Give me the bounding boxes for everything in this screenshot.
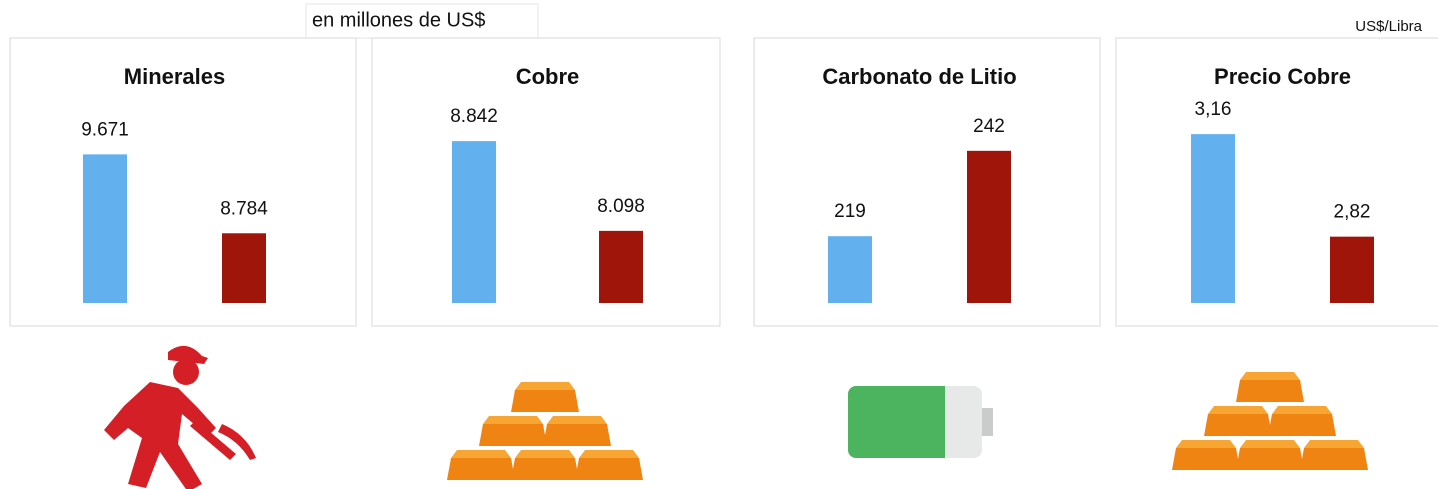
- gold-bar-face: [543, 424, 611, 446]
- value-label: 2,82: [1334, 202, 1371, 223]
- gold-bar-face: [1236, 380, 1304, 402]
- gold-bar-face: [1300, 448, 1368, 470]
- gold-bar-face: [511, 458, 579, 480]
- value-label: 242: [973, 116, 1005, 137]
- gold-bar-top: [1176, 440, 1236, 448]
- value-label: 3,16: [1195, 99, 1232, 120]
- chart-panel: [1115, 37, 1438, 327]
- gold-bar-top: [515, 382, 575, 390]
- value-label: 8.842: [450, 106, 498, 127]
- miner-icon: [104, 345, 256, 489]
- gold-bar-face: [1204, 414, 1272, 436]
- bar: [599, 230, 643, 303]
- gold-bar-top: [483, 416, 543, 424]
- chart-title: Carbonato de Litio: [822, 64, 1016, 89]
- chart-title: Precio Cobre: [1214, 64, 1351, 89]
- gold-bar-top: [1208, 406, 1268, 414]
- gold-bar-face: [447, 458, 515, 480]
- chart-title: Cobre: [516, 64, 580, 89]
- gold-bar-face: [1268, 414, 1336, 436]
- gold-bar-top: [1240, 440, 1300, 448]
- chart-title: Minerales: [124, 64, 226, 89]
- icons: [104, 345, 1368, 489]
- bar: [1191, 134, 1235, 303]
- gold-bar-face: [511, 390, 579, 412]
- unit-note: en millones de US$: [312, 9, 485, 31]
- chart-panel: [371, 37, 721, 327]
- bar: [83, 154, 127, 303]
- unit-note: US$/Libra: [1355, 18, 1422, 35]
- gold-bar-top: [1304, 440, 1364, 448]
- bar: [967, 150, 1011, 303]
- gold-bar-top: [1240, 372, 1300, 380]
- battery-icon: [848, 386, 993, 458]
- value-label: 219: [834, 201, 866, 222]
- gold-bar-top: [451, 450, 511, 458]
- bar: [222, 233, 266, 303]
- bar: [1330, 236, 1374, 303]
- gold-bar-face: [479, 424, 547, 446]
- bar: [828, 236, 872, 303]
- gold-bar-face: [575, 458, 643, 480]
- value-label: 8.098: [597, 196, 645, 217]
- chart-panel: [753, 37, 1101, 327]
- gold-bar-top: [547, 416, 607, 424]
- value-label: 9.671: [81, 119, 129, 140]
- value-label: 8.784: [220, 198, 268, 219]
- gold-bar-top: [515, 450, 575, 458]
- gold-bar-top: [579, 450, 639, 458]
- chart-panel: [9, 37, 357, 327]
- gold-bar-top: [1272, 406, 1332, 414]
- gold-bar-face: [1172, 448, 1240, 470]
- gold-bar-face: [1236, 448, 1304, 470]
- bar: [452, 141, 496, 303]
- annotation-box: [305, 3, 539, 39]
